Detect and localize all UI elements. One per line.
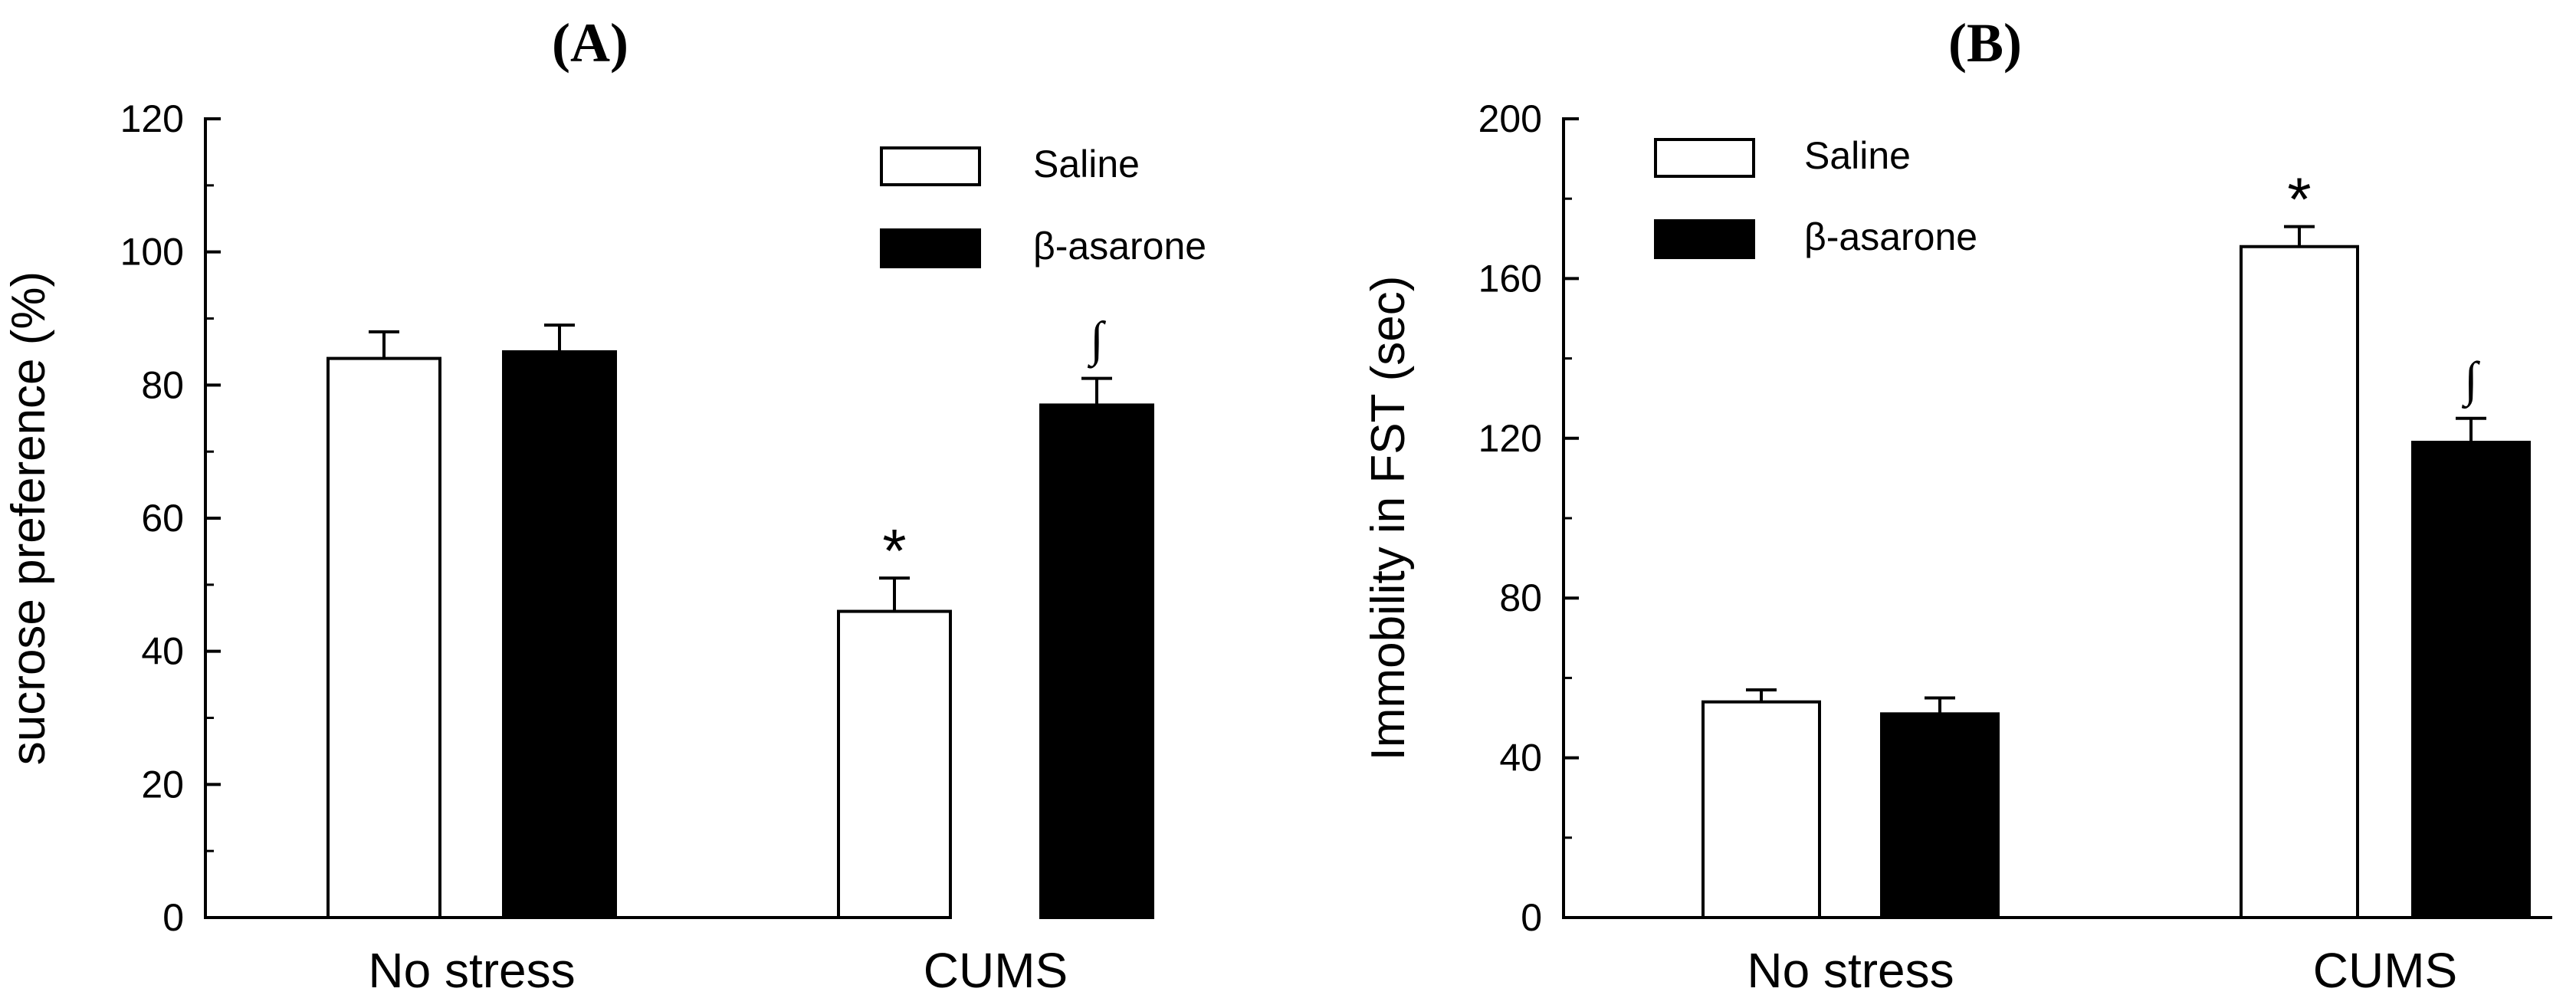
legend-label: β-asarone — [1033, 225, 1206, 268]
legend-swatch — [1654, 219, 1755, 259]
y-tick-label: 200 — [1478, 97, 1542, 140]
bar-saline — [327, 356, 441, 920]
y-tick-label: 120 — [1478, 417, 1542, 460]
significance-star: * — [2287, 166, 2311, 234]
bar-saline — [837, 609, 952, 919]
y-tick-label: 0 — [162, 896, 184, 939]
legend-swatch — [1654, 138, 1755, 178]
significance-star: * — [882, 517, 906, 585]
panel-label: (A) — [552, 12, 628, 74]
y-tick-label: 0 — [1521, 896, 1542, 939]
legend-label: β-asarone — [1804, 215, 1977, 258]
bar-saline — [2240, 245, 2359, 920]
y-tick-label: 40 — [141, 630, 184, 673]
significance-mark: ∫ — [1087, 312, 1106, 369]
bar-saline — [1701, 700, 1821, 919]
bar-beta-asarone — [2411, 441, 2531, 919]
y-tick-label: 80 — [141, 363, 184, 406]
bar-beta-asarone — [502, 350, 617, 919]
bar-beta-asarone — [1039, 403, 1154, 919]
y-tick-label: 120 — [120, 97, 184, 140]
x-category-label: No stress — [1747, 943, 1954, 998]
y-axis-label: sucrose preference (%) — [2, 271, 55, 765]
x-category-label: CUMS — [924, 943, 1068, 998]
legend-swatch — [880, 146, 981, 186]
panel-label: (B) — [1948, 12, 2022, 74]
y-tick-label: 100 — [120, 231, 184, 274]
x-category-label: CUMS — [2313, 943, 2457, 998]
y-tick-label: 160 — [1478, 257, 1542, 300]
y-tick-label: 80 — [1499, 576, 1542, 619]
y-tick-label: 40 — [1499, 737, 1542, 780]
bar-beta-asarone — [1880, 712, 2000, 919]
significance-mark: ∫ — [2461, 352, 2480, 409]
y-tick-label: 20 — [141, 763, 184, 806]
chart-panel-a: (A) 0 20 40 60 80 100 120 sucrose preference (%)… — [2, 12, 1206, 998]
legend-label: Saline — [1804, 134, 1911, 177]
y-tick-label: 60 — [141, 497, 184, 540]
chart-panel-b: (B) 0 40 80 120 160 200 Immobility in FST (sec)… — [1362, 12, 2552, 998]
x-category-label: No stress — [368, 943, 575, 998]
legend-label: Saline — [1033, 143, 1140, 186]
legend-swatch — [880, 228, 981, 268]
y-axis-label: Immobility in FST (sec) — [1362, 276, 1415, 761]
